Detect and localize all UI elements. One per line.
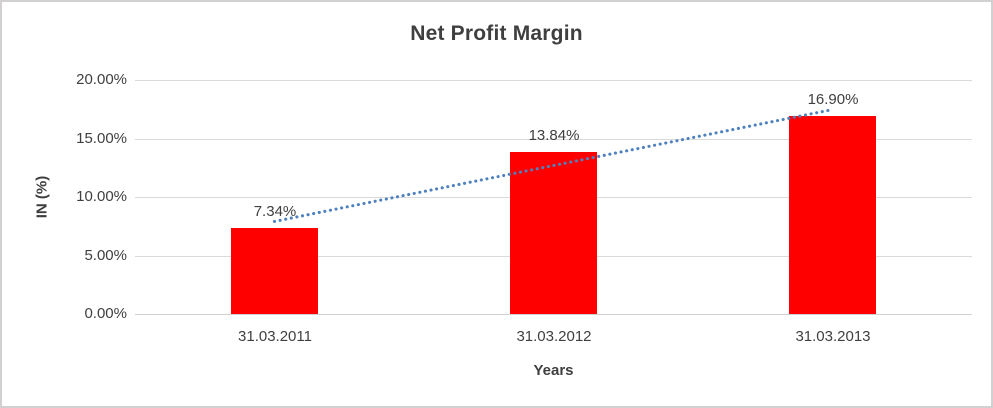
data-label: 7.34% [253, 203, 297, 220]
bar [231, 228, 318, 314]
y-tick-label: 20.00% [76, 71, 127, 88]
data-label: 13.84% [528, 127, 580, 144]
bar [789, 116, 876, 314]
y-tick-label: 5.00% [84, 247, 127, 264]
y-tick-label: 15.00% [76, 130, 127, 147]
data-label: 16.90% [807, 91, 859, 108]
gridline [135, 80, 972, 81]
bar [510, 152, 597, 314]
x-tick-label: 31.03.2012 [516, 328, 592, 345]
x-tick-label: 31.03.2013 [795, 328, 871, 345]
x-axis-line [135, 314, 972, 315]
x-tick-label: 31.03.2011 [238, 328, 312, 345]
chart-title: Net Profit Margin [410, 22, 583, 45]
y-tick-label: 10.00% [76, 188, 127, 205]
y-tick-label: 0.00% [84, 305, 127, 322]
x-axis-title: Years [533, 362, 574, 379]
